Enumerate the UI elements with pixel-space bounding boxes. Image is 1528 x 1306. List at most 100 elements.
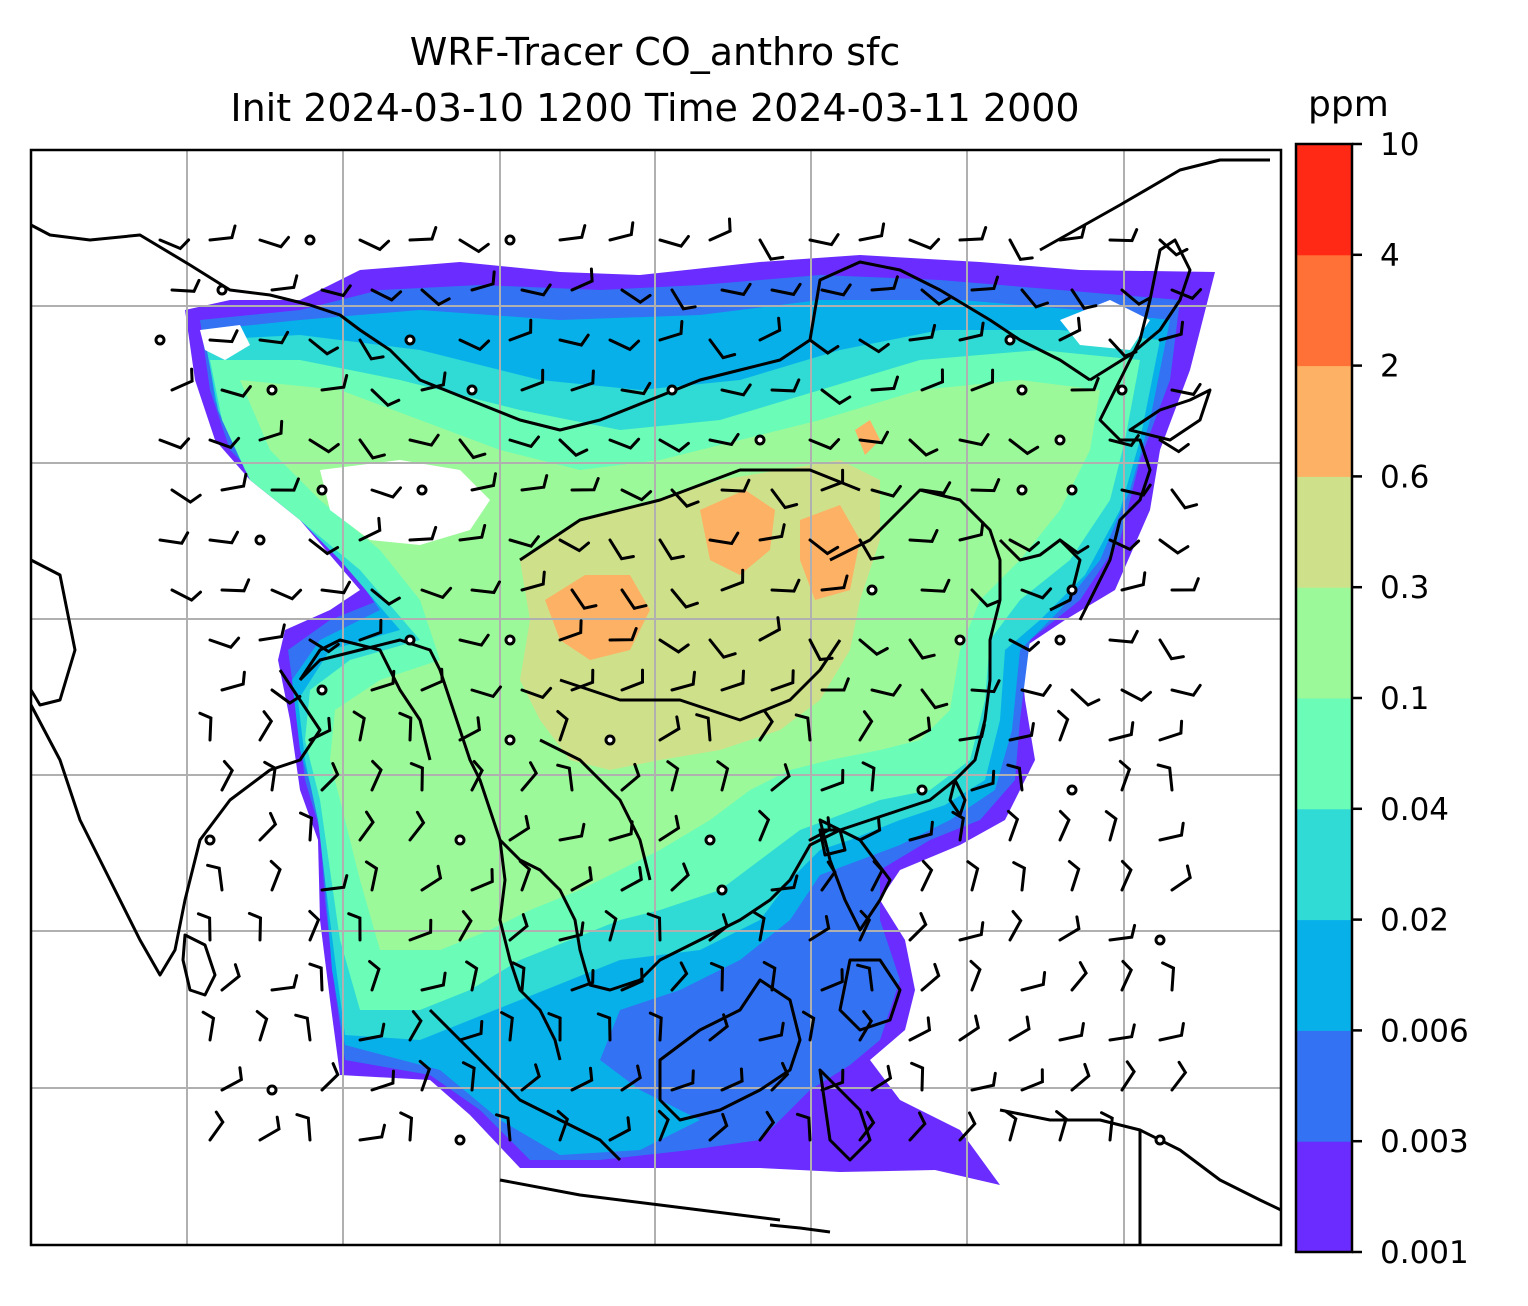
wind-barb <box>820 768 845 792</box>
wind-barb <box>370 669 396 692</box>
china-internal-1 <box>519 468 861 562</box>
wind-barb <box>358 338 385 361</box>
wind-barb <box>570 668 595 692</box>
wind-barb <box>270 274 299 292</box>
wind-barb <box>646 912 662 942</box>
hainan <box>818 828 847 857</box>
wind-barb <box>670 961 689 992</box>
wind-barb <box>558 438 589 458</box>
wind-barb <box>1108 538 1141 552</box>
wind-barb <box>220 760 235 792</box>
wind-barb <box>770 763 791 792</box>
wind-barb <box>658 538 685 561</box>
wind-barb <box>1161 961 1176 992</box>
wind-barb <box>920 288 951 306</box>
wind-barb <box>1170 288 1203 301</box>
wind-barb <box>820 468 845 492</box>
wind-barb <box>420 288 451 307</box>
wind-barb <box>770 282 802 297</box>
wind-barb <box>708 217 732 242</box>
wind-barb <box>1158 719 1184 742</box>
wind-barb <box>470 760 484 792</box>
wind-barb <box>1008 438 1040 456</box>
wind-barb <box>820 860 837 892</box>
wind-barb <box>358 810 375 842</box>
wind-barb <box>1108 338 1138 358</box>
wind-barb <box>558 224 587 242</box>
wind-barb <box>620 866 643 892</box>
wind-barb <box>820 388 852 406</box>
wind-barb <box>1158 438 1190 454</box>
wind-barb <box>170 488 202 504</box>
wind-barb <box>858 638 889 657</box>
wind-barb <box>158 437 191 450</box>
wind-barb <box>920 962 941 992</box>
wind-barb <box>511 961 526 992</box>
wind-barb <box>358 1123 386 1142</box>
colorbar-tick-label: 0.003 <box>1380 1124 1469 1160</box>
wind-barb <box>170 588 202 602</box>
wind-barb <box>1067 860 1081 892</box>
wind-barb <box>758 1110 776 1142</box>
wind-barb <box>1170 683 1202 697</box>
wind-barb <box>770 669 795 692</box>
wind-barb <box>1170 488 1199 510</box>
wind-barb <box>752 910 766 942</box>
wind-barb <box>1020 587 1053 600</box>
wind-barb <box>320 284 352 298</box>
wind-barb <box>558 921 585 942</box>
colorbar-segment <box>1296 144 1352 256</box>
wind-barb <box>269 859 282 892</box>
colorbar-tick-label: 0.006 <box>1380 1013 1469 1049</box>
wind-barb <box>970 368 995 392</box>
wind-barb <box>500 1011 514 1042</box>
mongolia-border <box>808 260 1091 382</box>
wind-barb <box>1108 721 1135 742</box>
wind-barb <box>408 810 426 842</box>
wind-barb <box>758 616 782 642</box>
field-gap-northwest <box>320 460 490 545</box>
calm-circle <box>1004 334 1016 346</box>
wind-barb <box>547 1012 562 1042</box>
colorbar-unit-label: ppm <box>1308 84 1389 125</box>
wind-barb <box>1158 638 1185 661</box>
wind-barb <box>658 715 681 742</box>
wind-barb <box>1100 1111 1114 1142</box>
wind-barb <box>1008 910 1023 942</box>
wind-barb <box>158 531 190 545</box>
wind-barb <box>358 238 391 252</box>
wind-barb <box>970 1071 997 1092</box>
wind-barb <box>808 538 840 556</box>
wind-barb <box>294 1013 312 1042</box>
wind-barb <box>320 874 349 892</box>
calm-circle <box>1116 384 1128 396</box>
wind-barb <box>1006 763 1024 792</box>
wind-barb <box>508 814 531 842</box>
wind-barb <box>716 760 730 792</box>
wind-barb <box>370 486 402 499</box>
wind-barb <box>658 235 690 248</box>
wind-barb <box>570 1066 594 1092</box>
colorbar-tick-label: 0.001 <box>1380 1235 1469 1271</box>
wind-barb <box>1158 238 1189 257</box>
wind-barb <box>657 1109 670 1142</box>
wind-barb <box>495 1113 512 1142</box>
calm-circle <box>1154 1134 1166 1146</box>
calm-circle <box>454 834 466 846</box>
wind-barb <box>1108 1023 1136 1042</box>
wind-barb <box>220 578 251 593</box>
wind-barb <box>608 1116 632 1142</box>
wind-barb <box>620 1064 642 1092</box>
wind-barb <box>608 627 638 642</box>
mekong-border <box>539 738 652 881</box>
wind-barb <box>620 381 652 396</box>
wind-barb <box>858 1110 876 1142</box>
wind-barb <box>258 623 286 642</box>
calm-circle <box>916 784 928 796</box>
field-layer-0.3 <box>520 460 880 770</box>
wind-barb <box>708 1112 729 1142</box>
colorbar-tick-label: 0.3 <box>1380 570 1429 606</box>
wind-barb <box>558 822 586 842</box>
colorbar-segment <box>1296 808 1352 921</box>
wind-barb <box>1108 629 1139 644</box>
